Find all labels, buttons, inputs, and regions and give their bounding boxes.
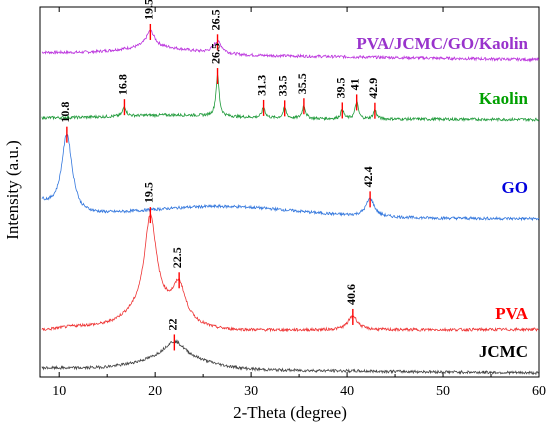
x-tick-label: 40 <box>340 384 354 399</box>
series-line <box>41 133 540 222</box>
series-name-label: Kaolin <box>479 89 529 108</box>
series-line <box>41 339 540 376</box>
series-names: PVA/JCMC/GO/Kaolin Kaolin GO PVA JCMC <box>356 34 528 361</box>
x-axis-title: 2-Theta (degree) <box>233 403 347 422</box>
peak-label: 22.5 <box>170 247 184 268</box>
peak-label: 26.5 <box>209 43 223 64</box>
x-tick-label: 20 <box>148 384 162 399</box>
x-tick-label: 60 <box>532 384 546 399</box>
peak-label: 16.8 <box>115 74 129 95</box>
series-name-label: PVA/JCMC/GO/Kaolin <box>356 34 528 53</box>
series-line <box>41 213 539 333</box>
series-name-label: PVA <box>495 304 528 323</box>
peak-label: 41 <box>348 78 362 90</box>
x-tick-label: 10 <box>52 384 66 399</box>
peak-label: 19.5 <box>141 182 155 203</box>
peak-labels: 19.5 26.5 16.8 26.5 31.3 33.5 35.5 39.5 41 42.9 10… <box>58 0 380 330</box>
series-name-label: JCMC <box>479 342 528 361</box>
plot-frame <box>39 6 540 378</box>
peak-label: 39.5 <box>333 77 347 98</box>
peak-label: 31.3 <box>255 75 269 96</box>
peak-label: 40.6 <box>344 284 358 305</box>
x-tick-label: 30 <box>244 384 258 399</box>
peak-label: 42.9 <box>366 78 380 99</box>
peak-label: 22 <box>165 318 179 330</box>
y-axis-title: Intensity (a.u.) <box>3 140 22 240</box>
x-tick-label: 50 <box>436 384 450 399</box>
peak-label: 42.4 <box>361 166 375 187</box>
peak-label: 26.5 <box>209 9 223 30</box>
peak-label: 33.5 <box>276 75 290 96</box>
series-name-label: GO <box>502 178 528 197</box>
peak-markers <box>66 23 376 351</box>
peak-label: 10.8 <box>58 102 72 123</box>
peak-label: 35.5 <box>295 73 309 94</box>
peak-label: 19.5 <box>141 0 155 20</box>
series-line <box>41 29 540 63</box>
x-axis-ticks: 10 20 30 40 50 60 <box>52 7 546 399</box>
